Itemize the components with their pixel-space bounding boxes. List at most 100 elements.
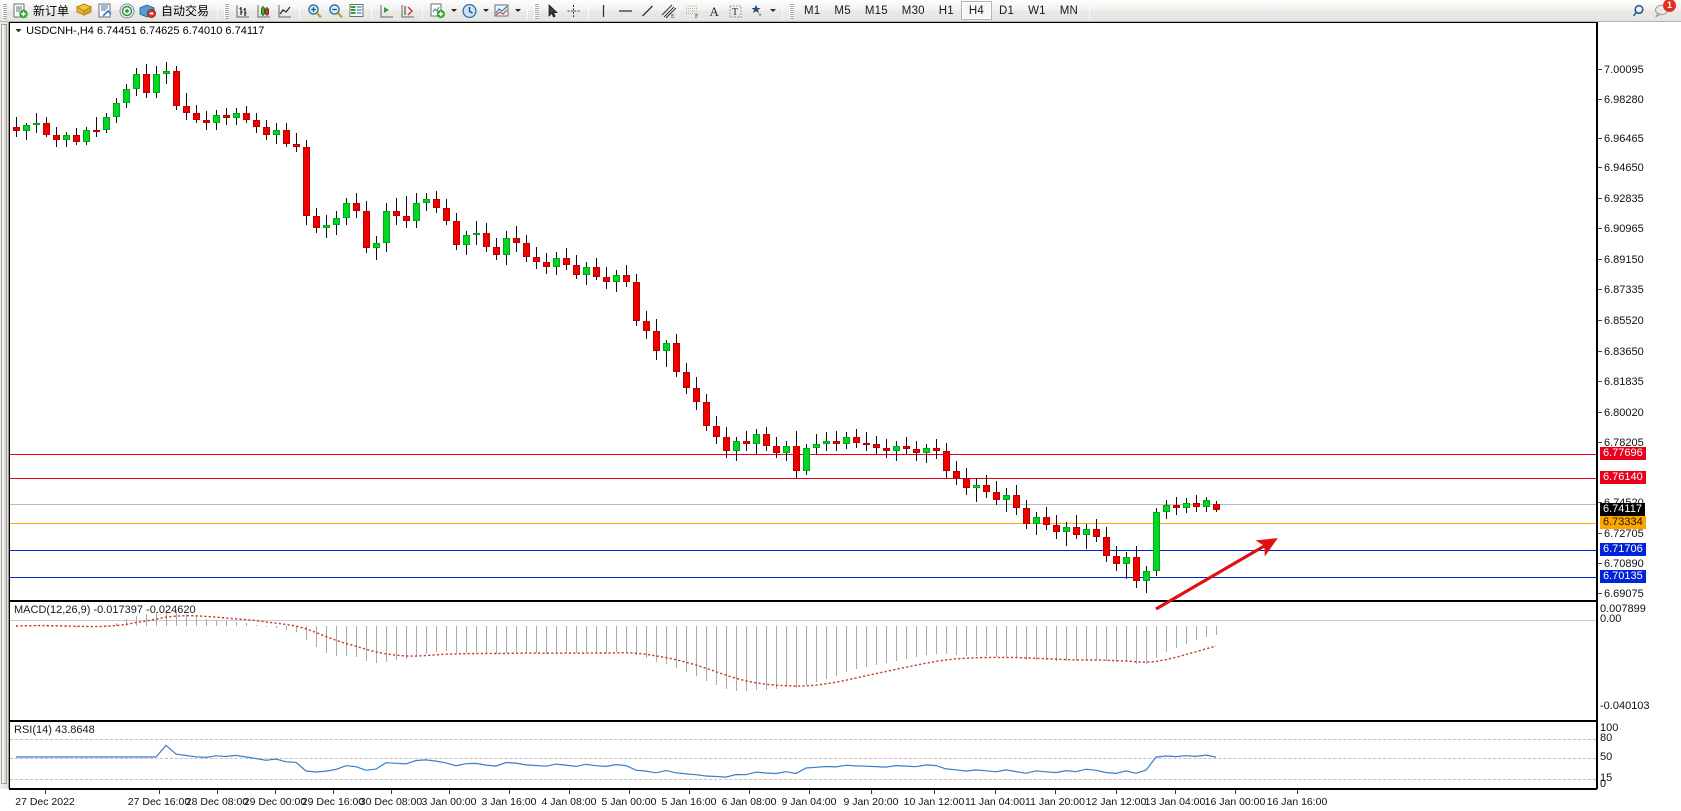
chart-shift-icon[interactable] bbox=[376, 1, 397, 21]
vertical-scrollbar[interactable] bbox=[0, 22, 9, 789]
candle bbox=[962, 467, 970, 495]
time-axis[interactable]: 27 Dec 2022 27 Dec 16:00 28 Dec 08:00 29 De… bbox=[9, 789, 1597, 811]
timeframe-m30[interactable]: M30 bbox=[901, 4, 925, 17]
price-tick-label: 6.94650 bbox=[1604, 162, 1644, 174]
shapes-icon[interactable] bbox=[746, 1, 767, 21]
candle-wick bbox=[975, 478, 977, 502]
macd-histogram-bar bbox=[666, 625, 667, 665]
timeframe-d1[interactable]: D1 bbox=[999, 4, 1015, 17]
line-chart-icon[interactable] bbox=[274, 1, 295, 21]
macd-histogram-bar bbox=[656, 625, 657, 663]
toolbar-grip-3[interactable] bbox=[534, 2, 540, 19]
periodicity-icon[interactable] bbox=[459, 1, 480, 21]
candle-body bbox=[752, 434, 760, 445]
templates-dropdown-arrow[interactable] bbox=[512, 1, 523, 21]
macd-histogram-bar bbox=[1026, 625, 1027, 660]
bar-chart-icon[interactable] bbox=[232, 1, 253, 21]
price-level-line-6.70135[interactable] bbox=[10, 577, 1596, 578]
candle bbox=[192, 104, 200, 124]
toolbar-grip-4[interactable] bbox=[789, 2, 795, 19]
timeframe-m1[interactable]: M1 bbox=[804, 4, 821, 17]
rsi-axis-tick: 100 bbox=[1598, 723, 1618, 734]
search-icon[interactable] bbox=[1629, 1, 1651, 21]
toolbar-grip[interactable] bbox=[2, 2, 7, 19]
autotrading-icon[interactable] bbox=[137, 1, 159, 21]
price-level-chip-support[interactable]: 6.70135 bbox=[1600, 570, 1646, 583]
cursor-icon[interactable] bbox=[542, 1, 563, 21]
timeframe-h4[interactable]: H4 bbox=[960, 1, 992, 20]
new-chart-icon[interactable] bbox=[427, 1, 448, 21]
templates-icon[interactable] bbox=[491, 1, 512, 21]
timeframe-h1[interactable]: H1 bbox=[938, 4, 954, 17]
price-level-line-6.73334[interactable] bbox=[10, 523, 1596, 524]
toolbar-grip-2[interactable] bbox=[224, 2, 230, 19]
equidistant-channel-icon[interactable]: E bbox=[658, 1, 681, 21]
timeframe-mn[interactable]: MN bbox=[1059, 4, 1079, 17]
toolbar-separator bbox=[217, 2, 219, 19]
macd-histogram-bar bbox=[1126, 625, 1127, 663]
tile-windows-icon[interactable] bbox=[346, 1, 367, 21]
candle bbox=[922, 444, 930, 463]
candle bbox=[972, 478, 980, 502]
zoom-in-icon[interactable] bbox=[304, 1, 325, 21]
candle-body bbox=[692, 388, 700, 402]
svg-text:E: E bbox=[671, 14, 675, 19]
timeframe-w1[interactable]: W1 bbox=[1028, 4, 1046, 17]
price-level-chip-current-price[interactable]: 6.74117 bbox=[1600, 503, 1645, 516]
price-level-chip-pivot[interactable]: 6.73334 bbox=[1600, 516, 1646, 529]
horizontal-line-icon[interactable] bbox=[614, 1, 637, 21]
candle bbox=[822, 432, 830, 451]
price-axis[interactable]: 7.00095 6.98280 6.96465 6.94650 6.92835 6.909… bbox=[1597, 22, 1681, 790]
notifications-icon[interactable]: 1 bbox=[1651, 0, 1676, 21]
price-axis-tick: 6.72705 bbox=[1598, 529, 1644, 540]
price-pane[interactable]: USDCNH-,H4 6.74451 6.74625 6.74010 6.741… bbox=[9, 22, 1597, 611]
zoom-out-icon[interactable] bbox=[325, 1, 346, 21]
candle bbox=[652, 319, 660, 360]
autotrading-label[interactable]: 自动交易 bbox=[161, 4, 210, 18]
scrollbar-thumb[interactable] bbox=[1, 24, 7, 784]
candle bbox=[582, 261, 590, 286]
price-level-chip-resistance[interactable]: 6.76140 bbox=[1600, 471, 1646, 484]
price-level-line-6.76140[interactable] bbox=[10, 478, 1596, 479]
candle bbox=[62, 131, 70, 147]
price-level-chip-support[interactable]: 6.71706 bbox=[1600, 543, 1646, 556]
shapes-dropdown-arrow[interactable] bbox=[767, 1, 778, 21]
macd-histogram-bar bbox=[326, 625, 327, 653]
candlestick-chart-icon[interactable] bbox=[253, 1, 274, 21]
macd-histogram-bar bbox=[746, 625, 747, 692]
auto-scroll-icon[interactable] bbox=[397, 1, 418, 21]
rsi-pane[interactable]: RSI(14) 43.8648 bbox=[9, 721, 1597, 789]
trendline-icon[interactable] bbox=[637, 1, 658, 21]
candle bbox=[1012, 484, 1020, 516]
candle-body bbox=[1062, 527, 1070, 533]
price-level-chip-resistance[interactable]: 6.77696 bbox=[1600, 447, 1646, 460]
candle bbox=[642, 310, 650, 340]
new-chart-dropdown-arrow[interactable] bbox=[448, 1, 459, 21]
candle-body bbox=[352, 202, 360, 212]
new-order-icon[interactable] bbox=[10, 1, 31, 21]
crosshair-icon[interactable] bbox=[563, 1, 584, 21]
radar-icon[interactable] bbox=[116, 1, 137, 21]
market-watch-icon[interactable] bbox=[95, 1, 116, 21]
text-label-icon[interactable]: T bbox=[725, 1, 746, 21]
new-order-label[interactable]: 新订单 bbox=[33, 4, 70, 18]
macd-pane[interactable]: MACD(12,26,9) -0.017397 -0.024620 bbox=[9, 601, 1597, 721]
periodicity-dropdown-arrow[interactable] bbox=[480, 1, 491, 21]
vertical-line-icon[interactable] bbox=[593, 1, 614, 21]
price-level-line-6.71706[interactable] bbox=[10, 550, 1596, 551]
price-level-line-gray[interactable] bbox=[10, 504, 1596, 505]
timeframe-m15[interactable]: M15 bbox=[864, 4, 888, 17]
candle-body bbox=[292, 143, 300, 147]
rsi-tick-label: 100 bbox=[1600, 722, 1619, 734]
macd-histogram-bar bbox=[506, 625, 507, 653]
candle-body bbox=[1012, 494, 1020, 509]
candle-body bbox=[582, 266, 590, 276]
candle-wick bbox=[375, 236, 377, 261]
timeframe-m5[interactable]: M5 bbox=[834, 4, 851, 17]
candle-wick bbox=[95, 116, 97, 137]
fibonacci-icon[interactable]: F bbox=[681, 1, 704, 21]
price-tick-label: 6.69075 bbox=[1604, 588, 1644, 600]
folder-yellow-icon[interactable] bbox=[73, 1, 95, 21]
text-icon[interactable]: A bbox=[704, 1, 725, 21]
candle-body bbox=[362, 211, 370, 249]
